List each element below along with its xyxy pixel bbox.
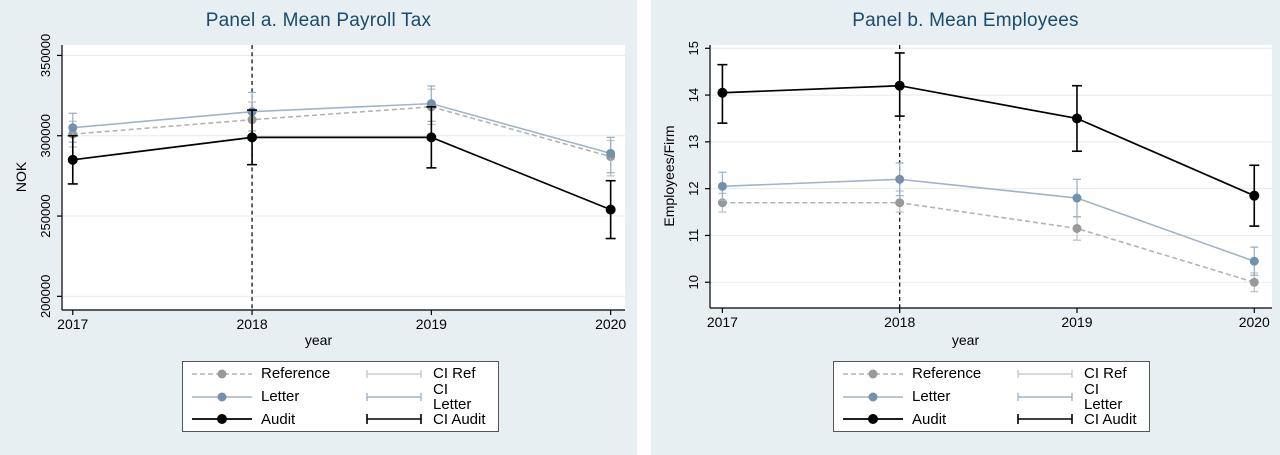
- legend-label-ci-audit: CI Audit: [1084, 410, 1137, 428]
- legend-label-ci-ref: CI Ref: [433, 365, 476, 383]
- svg-text:2018: 2018: [236, 316, 267, 332]
- reference-line-sample-icon: [192, 369, 252, 379]
- panel-b-legend: Reference CI Ref Letter CI Letter: [833, 361, 1150, 432]
- legend-row-audit: Audit CI Audit: [842, 412, 1141, 428]
- panel-a-plot-area: 200000 250000 300000 350000 2017 2018 2019 2020: [38, 34, 626, 332]
- legend-label-letter: Letter: [261, 388, 300, 405]
- svg-text:12: 12: [686, 181, 701, 195]
- legend-label-audit: Audit: [261, 410, 296, 428]
- legend-label-reference: Reference: [912, 365, 982, 383]
- svg-text:2017: 2017: [707, 314, 738, 330]
- svg-text:300000: 300000: [38, 114, 53, 157]
- legend-label-audit: Audit: [912, 410, 947, 428]
- reference-line-sample-icon: [843, 369, 903, 379]
- svg-text:14: 14: [686, 88, 701, 102]
- ci-letter-sample-icon: [366, 392, 422, 401]
- legend-label-letter: Letter: [912, 388, 951, 405]
- svg-text:10: 10: [686, 275, 701, 289]
- panel-a-figure: 200000 250000 300000 350000 2017 2018 2019 2020…: [0, 0, 637, 455]
- legend-row-reference: Reference CI Ref: [842, 366, 1141, 382]
- ci-letter-sample-icon: [1017, 392, 1073, 401]
- legend-row-letter: Letter CI Letter: [191, 382, 490, 412]
- legend-label-ci-audit: CI Audit: [433, 410, 486, 428]
- panel-b-title: Panel b. Mean Employees: [852, 10, 1079, 31]
- legend-label-reference: Reference: [261, 365, 331, 383]
- legend-row-letter: Letter CI Letter: [842, 382, 1141, 412]
- letter-line-sample-icon: [843, 392, 903, 401]
- legend-row-audit: Audit CI Audit: [191, 412, 490, 428]
- svg-text:15: 15: [686, 41, 701, 55]
- audit-line-sample-icon: [192, 414, 252, 425]
- panel-a-y-axis-label: NOK: [13, 161, 29, 193]
- legend-label-ci-ref: CI Ref: [1084, 365, 1127, 383]
- svg-text:250000: 250000: [38, 194, 53, 237]
- svg-text:350000: 350000: [38, 34, 53, 77]
- svg-text:2019: 2019: [416, 316, 447, 332]
- panel-b-y-axis-label: Employees/Firm: [661, 125, 677, 227]
- svg-text:2020: 2020: [1239, 314, 1270, 330]
- svg-text:2018: 2018: [884, 314, 915, 330]
- panel-b-x-axis-label: year: [951, 332, 980, 348]
- svg-text:2017: 2017: [57, 316, 88, 332]
- svg-text:2020: 2020: [595, 316, 626, 332]
- ci-ref-sample-icon: [1017, 369, 1073, 378]
- letter-line-sample-icon: [192, 392, 252, 401]
- panel-b-figure: 10 11 12 13 14 15 2017 2018 2019 2020 Panel b. Me…: [651, 0, 1280, 455]
- svg-text:13: 13: [686, 135, 701, 149]
- panel-a-legend: Reference CI Ref Letter CI Letter: [182, 361, 499, 432]
- audit-line-sample-icon: [843, 414, 903, 425]
- svg-text:200000: 200000: [38, 275, 53, 318]
- ci-ref-sample-icon: [366, 369, 422, 378]
- legend-row-reference: Reference CI Ref: [191, 366, 490, 382]
- panel-a-x-axis-label: year: [304, 332, 333, 348]
- ci-audit-sample-icon: [1017, 414, 1073, 425]
- legend-label-ci-letter: CI Letter: [433, 380, 472, 413]
- panel-a-title: Panel a. Mean Payroll Tax: [205, 10, 432, 31]
- svg-text:11: 11: [686, 229, 701, 243]
- legend-label-ci-letter: CI Letter: [1084, 380, 1123, 413]
- panel-b-plot-area: 10 11 12 13 14 15 2017 2018 2019 2020: [686, 41, 1272, 330]
- svg-text:2019: 2019: [1061, 314, 1092, 330]
- ci-audit-sample-icon: [366, 414, 422, 425]
